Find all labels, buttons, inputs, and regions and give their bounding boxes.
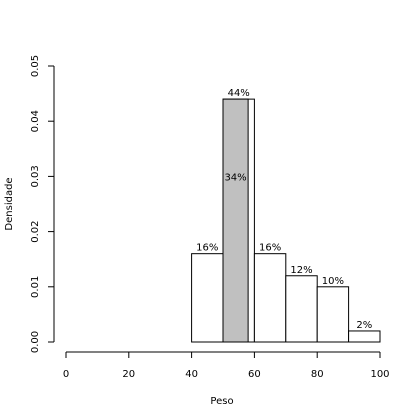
- bar-label: 44%: [228, 88, 250, 99]
- bar-label: 16%: [259, 243, 281, 254]
- bar-label: 12%: [290, 265, 312, 276]
- x-tick-label: 20: [122, 369, 135, 380]
- y-tick-label: 0.05: [30, 55, 41, 77]
- y-tick-label: 0.03: [30, 165, 41, 187]
- histogram-bar: [285, 275, 318, 343]
- y-tick-label: 0.00: [30, 331, 41, 353]
- x-tick-label: 80: [311, 369, 324, 380]
- bar-labels: 16% 44% 16% 12% 10% 2% 34%: [196, 88, 372, 331]
- x-tick-label: 0: [63, 369, 69, 380]
- y-tick-label: 0.02: [30, 220, 41, 242]
- x-tick-label: 100: [370, 369, 389, 380]
- histogram-bar: [191, 253, 224, 343]
- bar-label: 10%: [322, 276, 344, 287]
- y-axis: 0.00 0.01 0.02 0.03 0.04 0.05: [30, 55, 55, 353]
- x-tick-label: 40: [185, 369, 198, 380]
- x-axis: 0 20 40 60 80 100: [63, 351, 390, 380]
- bar-label: 16%: [196, 243, 218, 254]
- highlight-bar: [222, 98, 249, 343]
- histogram-bar: [348, 330, 381, 343]
- histogram-bar: [253, 253, 287, 343]
- histogram-bar: [316, 286, 350, 343]
- y-tick-label: 0.04: [30, 110, 41, 132]
- bars: [191, 98, 381, 343]
- y-axis-title: Densidade: [4, 177, 15, 230]
- bar-label: 2%: [356, 320, 372, 331]
- x-axis-title: Peso: [210, 396, 233, 407]
- highlight-label: 34%: [224, 172, 246, 183]
- y-tick-label: 0.01: [30, 276, 41, 298]
- x-tick-label: 60: [248, 369, 261, 380]
